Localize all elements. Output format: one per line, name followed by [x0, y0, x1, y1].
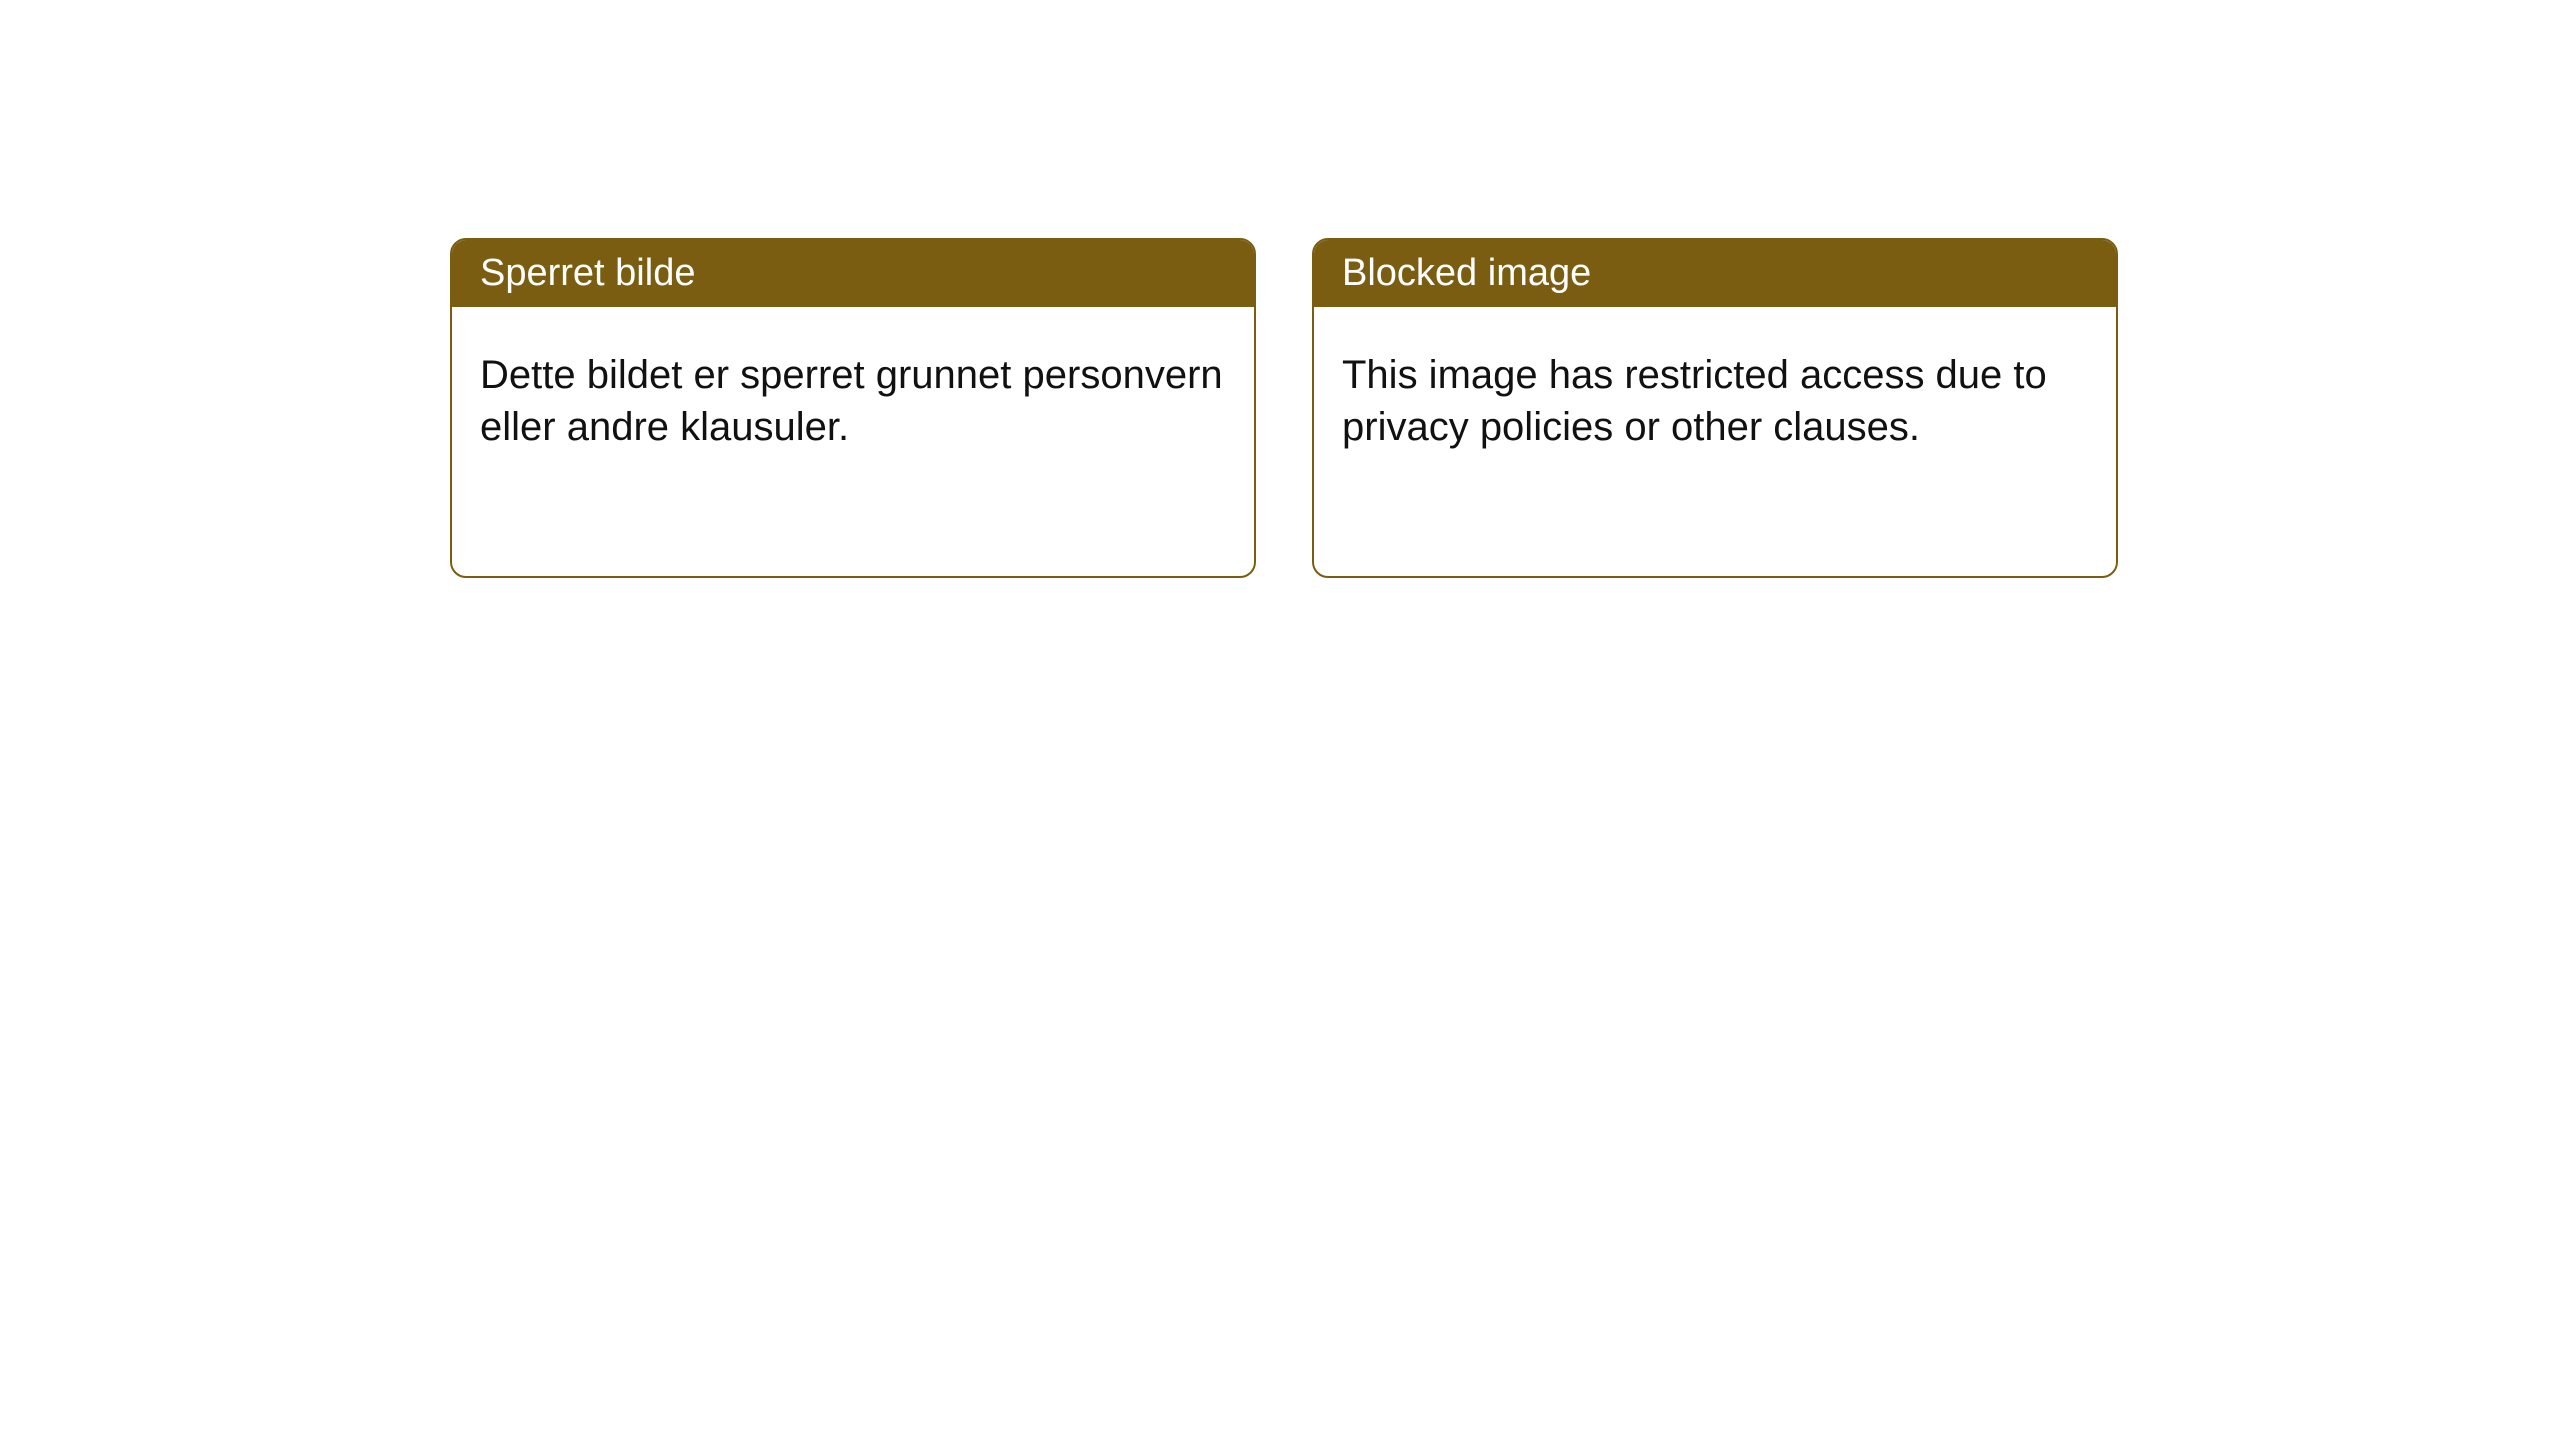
notice-card-norwegian: Sperret bilde Dette bildet er sperret gr…: [450, 238, 1256, 578]
card-header: Sperret bilde: [452, 240, 1254, 307]
card-body: Dette bildet er sperret grunnet personve…: [452, 307, 1254, 495]
card-body-text: This image has restricted access due to …: [1342, 353, 2047, 449]
card-body-text: Dette bildet er sperret grunnet personve…: [480, 353, 1223, 449]
card-header: Blocked image: [1314, 240, 2116, 307]
card-body: This image has restricted access due to …: [1314, 307, 2116, 495]
notice-card-english: Blocked image This image has restricted …: [1312, 238, 2118, 578]
card-title: Blocked image: [1342, 252, 1591, 294]
notice-cards-container: Sperret bilde Dette bildet er sperret gr…: [450, 238, 2118, 578]
card-title: Sperret bilde: [480, 252, 695, 294]
